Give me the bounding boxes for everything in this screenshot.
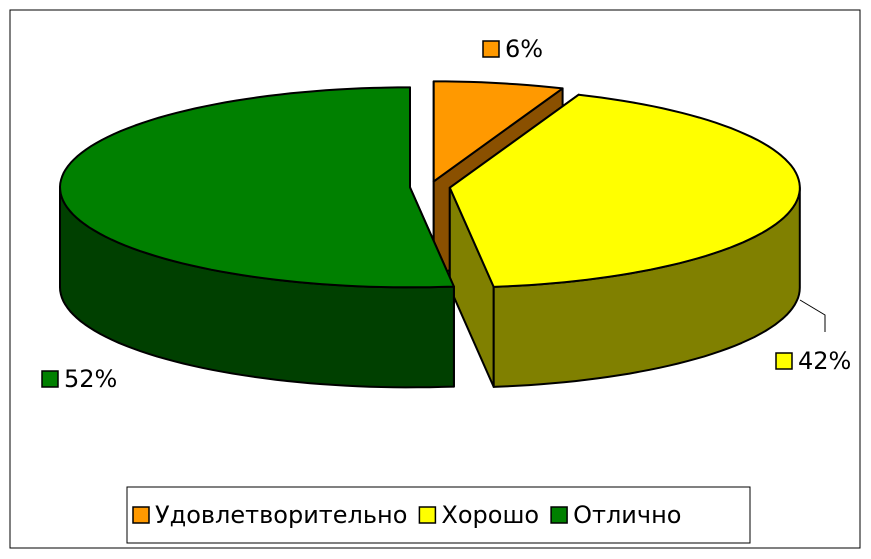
legend-label: Отлично <box>573 501 681 529</box>
legend-label: Удовлетворительно <box>155 501 407 529</box>
label-swatch <box>775 352 793 370</box>
slice-top <box>59 86 455 289</box>
slice-top <box>432 80 564 183</box>
data-label: 52% <box>64 365 117 393</box>
leader-line <box>799 299 826 332</box>
legend-box <box>126 486 751 544</box>
pie <box>59 80 801 389</box>
legend-swatch <box>550 506 568 524</box>
slice-top <box>448 93 801 288</box>
label-swatch <box>482 40 500 58</box>
data-label: 6% <box>505 35 543 63</box>
data-labels: 6% 42% 52% <box>41 35 851 393</box>
legend-label: Хорошо <box>441 501 539 529</box>
slice <box>448 93 801 388</box>
legend-swatch <box>132 506 150 524</box>
label-swatch <box>41 370 59 388</box>
slice <box>59 86 455 389</box>
legend-swatch <box>418 506 437 524</box>
data-label: 42% <box>798 347 851 375</box>
legend: Удовлетворительно Хорошо Отлично <box>132 501 681 529</box>
